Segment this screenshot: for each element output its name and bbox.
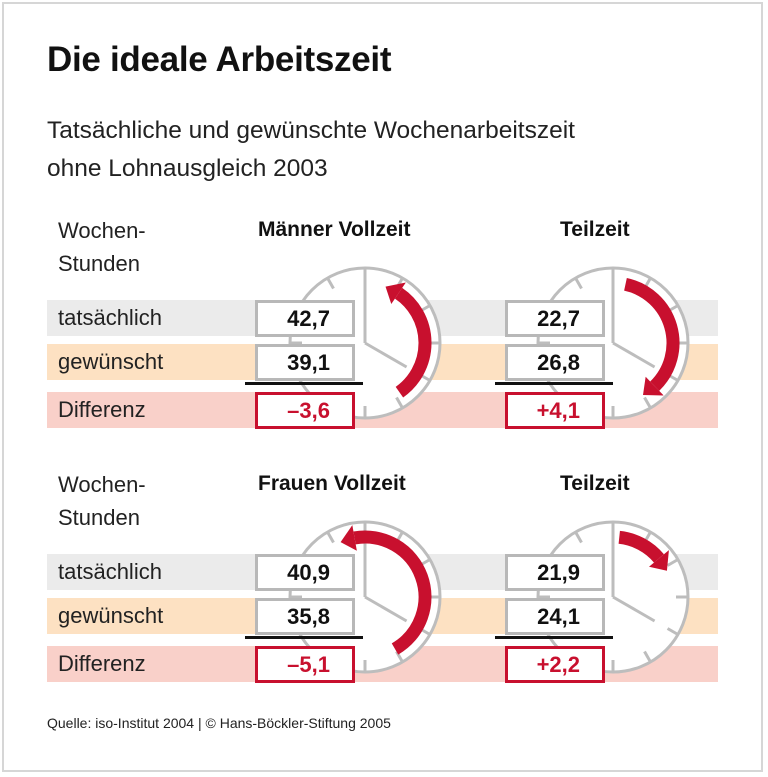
value-box-gewuenscht: 35,8 (255, 598, 355, 635)
group-heading: Frauen Vollzeit (258, 472, 406, 495)
value-box-differenz: +2,2 (505, 646, 605, 683)
value-box-tatsaechlich: 22,7 (505, 300, 605, 337)
clock-tick (574, 277, 583, 290)
row-header-line-2: Stunden (58, 505, 140, 530)
clock-tick (643, 396, 652, 409)
clock-tick (666, 627, 679, 636)
clock-arc-arrow (353, 530, 432, 655)
value-box-gewuenscht: 39,1 (255, 344, 355, 381)
sum-rule (245, 636, 363, 639)
subtitle-line-2: ohne Lohnausgleich 2003 (47, 155, 328, 182)
row-label-differenz: Differenz (58, 651, 146, 676)
clock-hour-hand (364, 595, 408, 623)
clock-hour-hand (612, 341, 656, 369)
clock-tick (395, 650, 404, 663)
clock-tick (574, 531, 583, 544)
clock-hour-hand (364, 341, 408, 369)
clock-arrowhead (643, 376, 664, 396)
row-header-line-1: Wochen- (58, 218, 146, 243)
source-note: Quelle: iso-Institut 2004 | © Hans-Böckl… (47, 715, 391, 731)
row-label-gewuenscht: gewünscht (58, 603, 164, 628)
clock-tick (666, 558, 679, 567)
clock-arrowhead (340, 525, 357, 551)
value-box-tatsaechlich: 21,9 (505, 554, 605, 591)
value-box-tatsaechlich: 40,9 (255, 554, 355, 591)
row-label-differenz: Differenz (58, 397, 146, 422)
sum-rule (495, 382, 613, 385)
row-label-tatsaechlich: tatsächlich (58, 305, 162, 330)
row-header-line-1: Wochen- (58, 472, 146, 497)
row-header-line-2: Stunden (58, 251, 140, 276)
group-heading: Teilzeit (560, 472, 630, 495)
value-box-differenz: –5,1 (255, 646, 355, 683)
value-box-gewuenscht: 24,1 (505, 598, 605, 635)
clock-arc-arrow (618, 530, 664, 563)
subtitle-line-1: Tatsächliche und gewünschte Wochenarbeit… (47, 117, 575, 144)
clock-arrowhead (385, 282, 406, 305)
value-box-differenz: –3,6 (255, 392, 355, 429)
clock-arc-arrow (394, 287, 432, 398)
page-title: Die ideale Arbeitszeit (47, 40, 392, 79)
sum-rule (245, 382, 363, 385)
group-heading: Teilzeit (560, 218, 630, 241)
clock-arc-arrow (623, 277, 680, 391)
group-heading: Männer Vollzeit (258, 218, 411, 241)
value-box-differenz: +4,1 (505, 392, 605, 429)
clock-hour-hand (612, 595, 656, 623)
sum-rule (495, 636, 613, 639)
clock-tick (326, 531, 335, 544)
row-label-gewuenscht: gewünscht (58, 349, 164, 374)
value-box-gewuenscht: 26,8 (505, 344, 605, 381)
row-label-tatsaechlich: tatsächlich (58, 559, 162, 584)
value-box-tatsaechlich: 42,7 (255, 300, 355, 337)
clock-tick (395, 396, 404, 409)
clock-arrowhead (649, 550, 669, 571)
clock-tick (643, 650, 652, 663)
clock-tick (326, 277, 335, 290)
